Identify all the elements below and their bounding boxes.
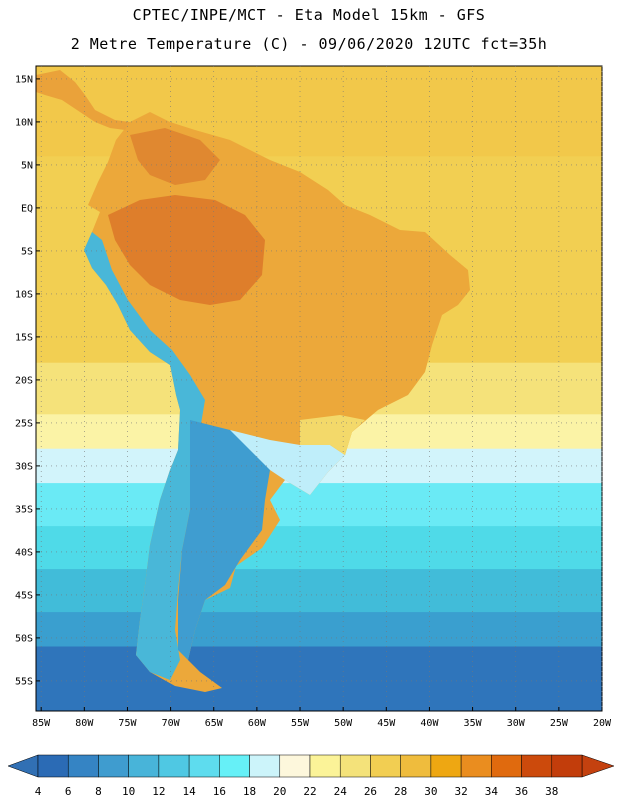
colorbar-label: 30 (424, 785, 437, 798)
colorbar-label: 32 (454, 785, 467, 798)
colorbar-swatch (400, 754, 432, 778)
colorbar-swatch (158, 754, 190, 778)
lon-tick-label: 75W (118, 718, 137, 729)
ocean-band-7 (36, 569, 602, 613)
lon-tick-label: 70W (162, 718, 181, 729)
lat-tick-label: 15N (15, 74, 33, 85)
colorbar-label: 4 (35, 785, 42, 798)
lat-tick-label: 55S (15, 676, 33, 687)
colorbar-label: 8 (95, 785, 102, 798)
colorbar-swatch (249, 754, 281, 778)
colorbar-label: 26 (364, 785, 377, 798)
colorbar-label: 20 (273, 785, 286, 798)
colorbar-label: 16 (213, 785, 226, 798)
chart-title: CPTEC/INPE/MCT - Eta Model 15km - GFS (132, 6, 486, 24)
central-america-landmass (36, 70, 130, 130)
colorbar-swatch (128, 754, 160, 778)
colorbar-swatch (309, 754, 341, 778)
colorbar-label: 10 (122, 785, 135, 798)
lon-tick-label: 80W (75, 718, 94, 729)
southern-cone-cool-region (178, 420, 270, 660)
lat-tick-label: 30S (15, 461, 33, 472)
lat-tick-label: 5N (21, 160, 33, 171)
colorbar-label: 28 (394, 785, 407, 798)
colorbar-label: 24 (334, 785, 348, 798)
lon-tick-label: 50W (334, 718, 353, 729)
lon-tick-label: 35W (464, 718, 483, 729)
colorbar-swatch (219, 754, 250, 778)
colorbar-label: 14 (182, 785, 196, 798)
colorbar-swatch (339, 754, 371, 778)
colorbar-swatch (279, 754, 311, 778)
colorbar-label: 22 (303, 785, 316, 798)
lat-tick-label: 40S (15, 547, 33, 558)
colorbar-label: 6 (65, 785, 72, 798)
colorbar-high-arrow (581, 754, 615, 778)
axis-ticks: 15N 10N 5N EQ 5S 10S 15S 20S 25S 30S 35S 40S 45S 50S 5… (15, 74, 612, 729)
lon-tick-label: 25W (550, 718, 569, 729)
colorbar-label: 34 (485, 785, 499, 798)
lat-tick-label: EQ (21, 203, 33, 214)
continent (36, 70, 470, 692)
lat-tick-label: 10N (15, 117, 33, 128)
colorbar-low-arrow (7, 754, 39, 778)
pampas-region (230, 430, 345, 495)
lat-tick-label: 45S (15, 590, 33, 601)
lat-tick-label: 35S (15, 504, 33, 515)
lat-tick-label: 50S (15, 633, 33, 644)
colorbar-swatch (491, 754, 522, 778)
lat-tick-label: 5S (21, 246, 33, 257)
lon-tick-label: 30W (507, 718, 526, 729)
andes-cold-region (84, 232, 205, 680)
ocean-band-8 (36, 612, 602, 647)
colorbar-swatch (551, 754, 583, 778)
lat-tick-label: 15S (15, 332, 33, 343)
lon-tick-label: 45W (377, 718, 396, 729)
colorbar-label: 12 (152, 785, 165, 798)
colorbar-label: 36 (515, 785, 528, 798)
colorbar-swatch (370, 754, 401, 778)
lon-tick-label: 60W (248, 718, 267, 729)
colorbar-swatch (67, 754, 99, 778)
ocean-band-5 (36, 483, 602, 527)
colorbar-swatch (37, 754, 69, 778)
lat-tick-label: 10S (15, 289, 33, 300)
colorbar-swatch (98, 754, 129, 778)
amazon-hot-region (108, 195, 265, 305)
lat-tick-label: 25S (15, 418, 33, 429)
map-frame (35, 65, 603, 712)
colorbar-swatch (430, 754, 462, 778)
colorbar-label: 38 (545, 785, 558, 798)
chart-subtitle: 2 Metre Temperature (C) - 09/06/2020 12U… (70, 35, 548, 53)
colorbar-swatch (188, 754, 220, 778)
colorbar: 4 6 8 10 12 14 16 18 20 22 24 26 28 30 32 34 36 38 (7, 754, 615, 798)
lon-tick-label: 85W (32, 718, 51, 729)
south-brazil-region (300, 415, 365, 455)
colorbar-label: 18 (243, 785, 256, 798)
northern-hot-region (130, 128, 220, 185)
colorbar-swatch (460, 754, 492, 778)
lon-tick-label: 40W (420, 718, 439, 729)
lon-tick-label: 55W (291, 718, 310, 729)
lat-tick-label: 20S (15, 375, 33, 386)
lon-tick-label: 20W (593, 718, 612, 729)
colorbar-swatch (521, 754, 553, 778)
ocean-band-9 (36, 646, 602, 711)
lon-tick-label: 65W (205, 718, 224, 729)
ocean-band-6 (36, 526, 602, 570)
